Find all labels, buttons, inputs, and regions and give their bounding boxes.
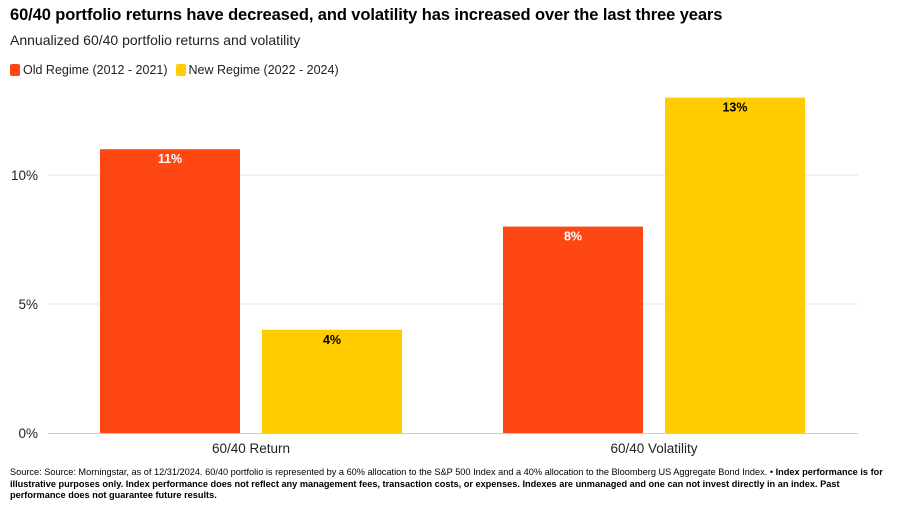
footnote-source: Source: Source: Morningstar, as of 12/31… bbox=[10, 467, 776, 477]
legend: Old Regime (2012 - 2021) New Regime (202… bbox=[10, 63, 347, 77]
data-label: 8% bbox=[564, 230, 582, 244]
legend-swatch-old-regime bbox=[10, 64, 20, 76]
legend-label-new-regime: New Regime (2022 - 2024) bbox=[188, 63, 339, 77]
footnote: Source: Source: Morningstar, as of 12/31… bbox=[10, 467, 894, 502]
y-tick-label: 10% bbox=[11, 168, 38, 183]
x-tick-label: 60/40 Volatility bbox=[610, 441, 697, 456]
y-tick-label: 0% bbox=[18, 426, 38, 441]
data-label: 11% bbox=[158, 152, 182, 166]
y-tick-label: 5% bbox=[18, 297, 38, 312]
x-tick-label: 60/40 Return bbox=[212, 441, 290, 456]
chart-subtitle: Annualized 60/40 portfolio returns and v… bbox=[10, 32, 301, 48]
footnote-disclaimer: Index performance is for illustrative pu… bbox=[10, 467, 883, 500]
data-label: 13% bbox=[722, 101, 747, 115]
legend-item-old-regime: Old Regime (2012 - 2021) bbox=[10, 63, 168, 77]
chart-title: 60/40 portfolio returns have decreased, … bbox=[10, 6, 723, 24]
bar bbox=[100, 149, 240, 433]
bar bbox=[665, 97, 805, 433]
legend-swatch-new-regime bbox=[175, 64, 186, 76]
data-label: 4% bbox=[323, 333, 341, 347]
legend-label-old-regime: Old Regime (2012 - 2021) bbox=[23, 63, 168, 77]
legend-item-new-regime: New Regime (2022 - 2024) bbox=[175, 63, 339, 77]
bar bbox=[503, 226, 643, 433]
bar bbox=[262, 329, 402, 433]
bar-chart: 0% 5% 10% 11% 4% 60/40 Return 8% 13% 60/40 Volat… bbox=[11, 97, 858, 456]
